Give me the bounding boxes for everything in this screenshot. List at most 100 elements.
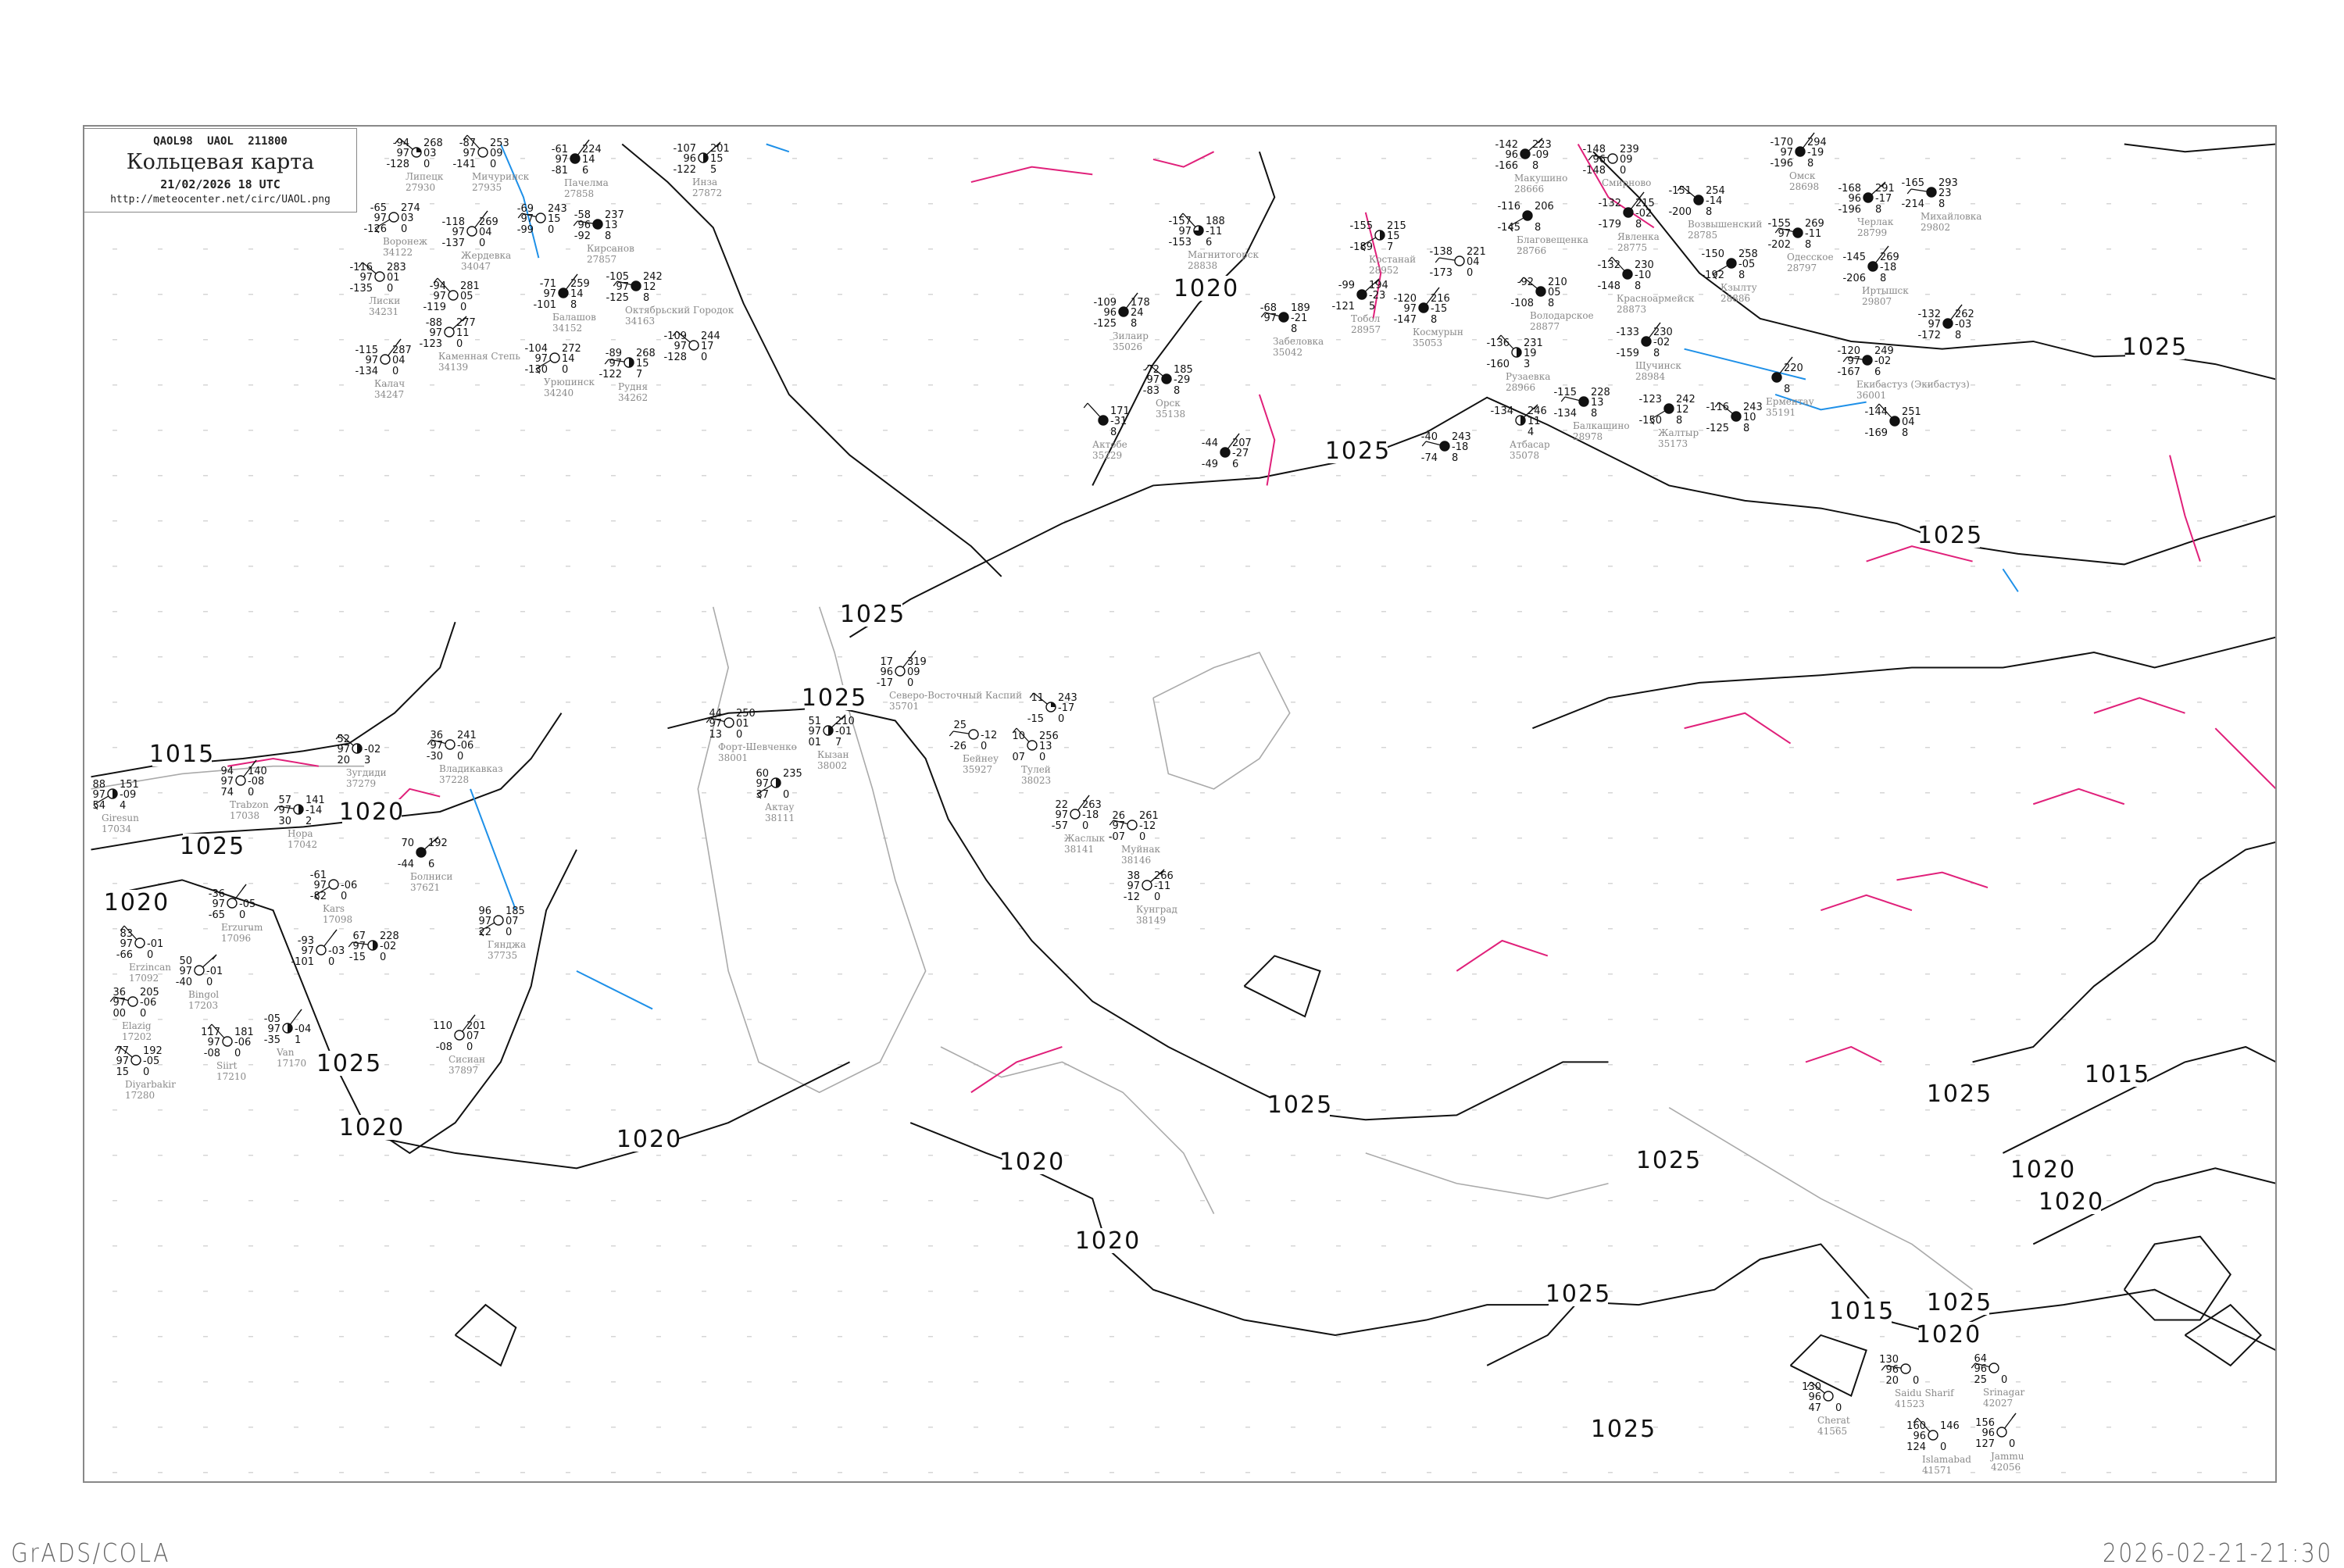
air-temperature: -120 bbox=[1837, 345, 1860, 357]
station-plot[interactable]: -44 -49 207-276 bbox=[1202, 433, 1252, 470]
isobar-line bbox=[456, 1305, 516, 1366]
dew-point: -125 bbox=[1706, 423, 1729, 434]
station-plot[interactable]: -40 -74 243-188 bbox=[1421, 431, 1471, 464]
station-index: 28838 bbox=[1188, 260, 1217, 271]
dew-point: -148 bbox=[1597, 280, 1620, 292]
pressure: 194 bbox=[1369, 280, 1388, 291]
pressure: 243 bbox=[548, 203, 567, 215]
station-name: Srinagar bbox=[1983, 1387, 2025, 1398]
cloud-cover-icon bbox=[1988, 1363, 1999, 1373]
pressure: 223 bbox=[1532, 139, 1552, 151]
dew-point: -214 bbox=[1901, 198, 1924, 210]
station-index: 34247 bbox=[374, 389, 404, 400]
station-plot[interactable]: 11 -15 243-170 bbox=[1027, 692, 1077, 725]
past-weather: 0 bbox=[206, 977, 213, 988]
wind-barb-feather bbox=[1913, 1417, 1918, 1423]
past-weather: 0 bbox=[1467, 267, 1473, 279]
isobar-label: 1020 bbox=[339, 1114, 405, 1141]
